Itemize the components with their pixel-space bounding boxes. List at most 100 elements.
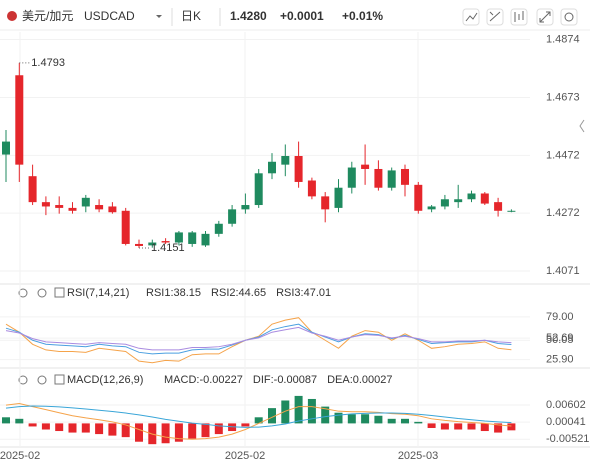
macd-bar [254, 417, 263, 424]
candle-body [81, 197, 90, 207]
macd-settings-icon[interactable] [37, 375, 47, 385]
macd-bar [307, 398, 316, 424]
macd-bar [15, 418, 24, 424]
macd-bar [268, 408, 276, 424]
candle-body [2, 141, 10, 155]
macd-bar [201, 423, 210, 438]
candle-body [268, 161, 276, 174]
macd-bar [507, 423, 516, 431]
candle-body [241, 205, 250, 210]
rsi-settings-icon[interactable] [37, 288, 47, 298]
toolbar-icons [462, 8, 585, 133]
dropdown-icon[interactable] [156, 15, 162, 18]
candle-body [148, 242, 157, 246]
y-tick-label: 52.69 [546, 332, 574, 344]
rsi-title: RSI(7,14,21) [67, 287, 129, 299]
y-tick-label: -0.00521 [546, 433, 589, 445]
y-tick-label: 25.90 [546, 354, 574, 366]
candle-body [294, 156, 303, 182]
legend-entry: MACD:-0.00227 [164, 374, 243, 386]
candle-body [95, 205, 104, 210]
indicator-button[interactable] [486, 8, 504, 26]
rsi-line [5, 323, 512, 355]
macd-bar [374, 415, 383, 424]
candle-body [427, 206, 436, 210]
settings-button[interactable] [560, 8, 578, 26]
collapse-icon[interactable] [579, 119, 585, 133]
type-icon [514, 11, 524, 22]
pair-name[interactable]: 美元/加元 [22, 9, 73, 23]
macd-line [5, 405, 512, 428]
macd-bar [414, 421, 423, 424]
y-tick-label: 79.00 [546, 311, 574, 323]
macd-bar [480, 423, 489, 432]
change: +0.0001 [280, 9, 324, 23]
change-pct: +0.01% [342, 9, 383, 23]
candle-body [108, 206, 117, 213]
rsi-eye-icon[interactable] [18, 288, 28, 298]
macd-bar [55, 423, 64, 432]
indicator-icon [489, 11, 501, 22]
macd-bar [321, 406, 330, 424]
y-tick-label: 1.4874 [546, 33, 580, 45]
x-tick-label: 2025-02 [0, 450, 40, 462]
legend-entry: DIF:-0.00087 [253, 374, 317, 386]
candle-body [507, 210, 516, 212]
macd-bar [281, 400, 290, 424]
rsi-controls [18, 287, 65, 385]
macd-bar [427, 423, 436, 428]
draw-icon [465, 12, 478, 22]
rsi-expand-icon[interactable] [54, 287, 65, 298]
period[interactable]: 日K [181, 9, 201, 23]
candle-body [281, 156, 290, 165]
candle-body [334, 187, 343, 208]
candle-body [228, 209, 237, 224]
rsi-line [5, 326, 512, 351]
candle-body [401, 168, 409, 185]
y-tick-label: 0.00602 [546, 399, 586, 411]
macd-bar [174, 423, 183, 442]
legend-entry: RSI1:38.15 [146, 287, 201, 299]
candle-body [467, 193, 476, 200]
macd-bar [95, 423, 104, 435]
macd-line [5, 403, 512, 440]
macd-bar [214, 423, 223, 435]
macd-bar [108, 423, 117, 436]
candle-body [41, 202, 50, 207]
settings-icon [564, 12, 574, 22]
candle-body [68, 207, 77, 211]
candle-body [161, 241, 170, 243]
type-button[interactable] [510, 8, 528, 26]
y-tick-label: 1.4071 [546, 265, 580, 277]
legend-entry: DEA:0.00027 [327, 374, 392, 386]
max-label: 1.4793 [31, 57, 65, 69]
macd-bar [2, 417, 10, 424]
macd-bar [294, 395, 303, 424]
candle-body [347, 167, 356, 188]
candle-body [321, 196, 330, 210]
macd-bar [440, 423, 449, 430]
candle-body [494, 202, 503, 211]
macd-bar [454, 423, 463, 430]
draw-button[interactable] [462, 8, 480, 26]
fullscreen-button[interactable] [536, 8, 554, 26]
macd-bar [361, 414, 370, 424]
candle-body [254, 173, 263, 206]
macd-bar [347, 414, 356, 424]
candle-body [361, 164, 370, 169]
candle-body [174, 232, 183, 243]
min-label: 1.4151 [151, 242, 185, 254]
candle-body [414, 184, 423, 211]
y-tick-label: 1.4673 [546, 91, 580, 103]
macd-title: MACD(12,26,9) [67, 374, 143, 386]
macd-eye-icon[interactable] [18, 375, 28, 385]
macd-expand-icon[interactable] [54, 374, 65, 385]
macd-bar [241, 423, 250, 427]
symbol[interactable]: USDCAD [84, 9, 135, 23]
macd-bar [161, 423, 170, 444]
candle-body [480, 193, 489, 204]
y-tick-label: 50.05 [546, 334, 574, 346]
legend-entry: RSI2:44.65 [211, 287, 266, 299]
x-tick-label: 2025-02 [225, 450, 265, 462]
